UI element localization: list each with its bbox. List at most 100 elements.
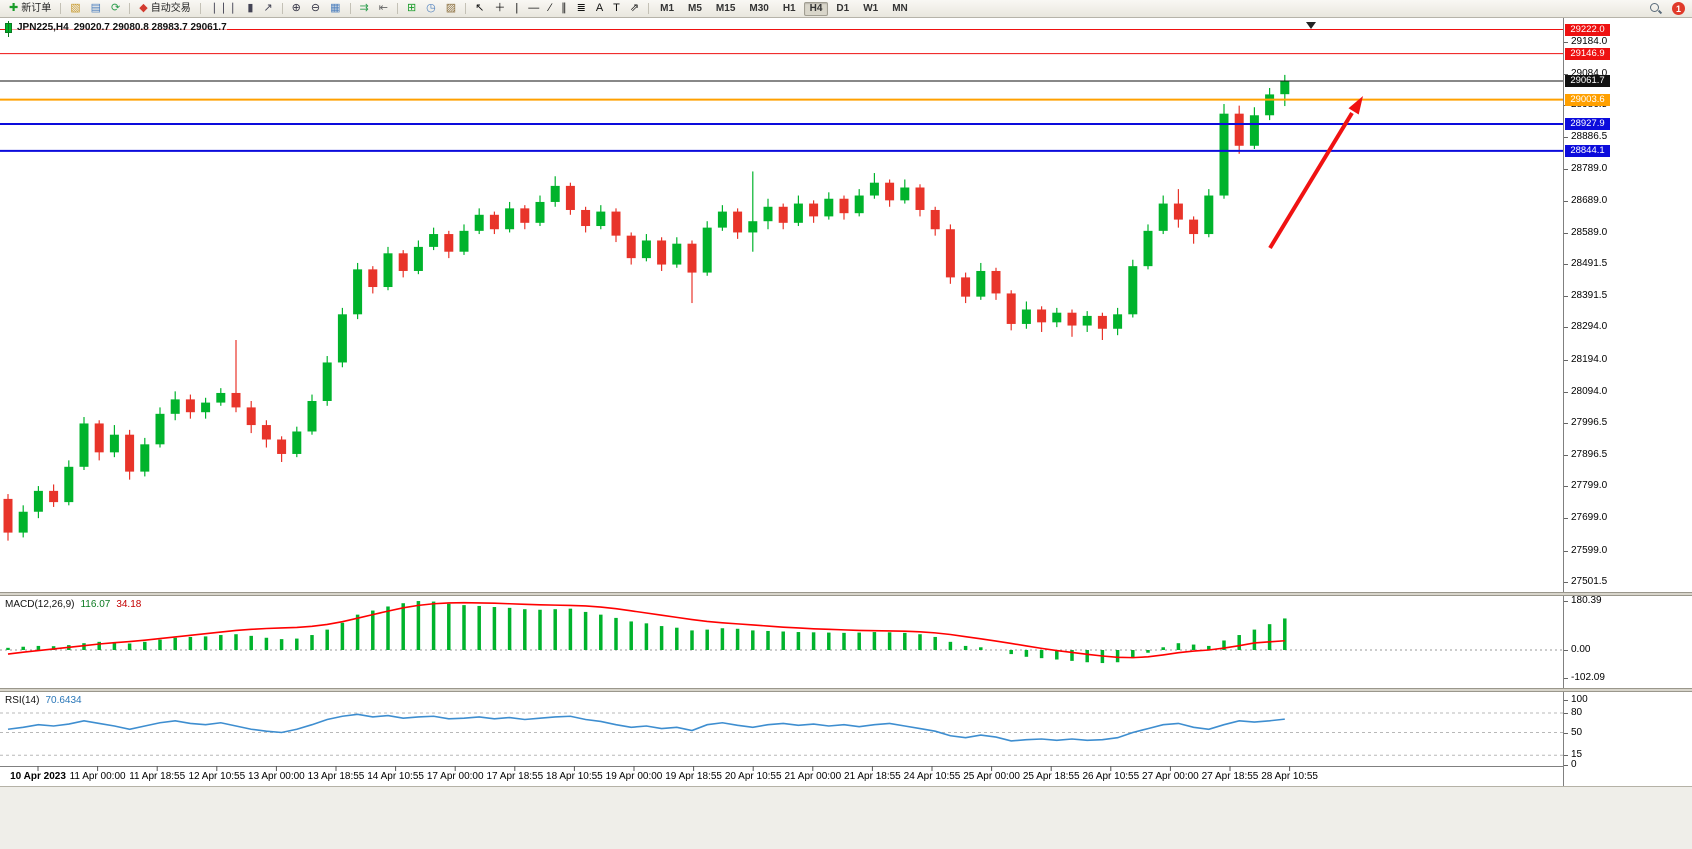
cursor-button[interactable]: ↖ xyxy=(470,1,489,16)
price-line-badge: 29003.6 xyxy=(1565,93,1610,106)
candle-body xyxy=(64,466,74,503)
text-label-button[interactable]: T xyxy=(608,1,625,16)
time-label: 12 Apr 10:55 xyxy=(188,771,246,782)
auto-scroll-icon: ⇉ xyxy=(359,2,369,14)
candle-body xyxy=(201,402,211,413)
auto-trading-button[interactable]: ◆ 自动交易 xyxy=(134,1,195,16)
channel-button[interactable]: ∥ xyxy=(556,1,572,16)
rsi-name: RSI(14) xyxy=(5,695,40,706)
periods-icon: ◷ xyxy=(426,2,436,14)
price-line-badge: 28844.1 xyxy=(1565,144,1610,157)
panel-splitter-rsi[interactable] xyxy=(0,688,1692,692)
horizontal-line-icon: — xyxy=(528,2,540,14)
price-tick: 27599.0 xyxy=(1571,544,1608,556)
arrows-button[interactable]: ⇗ xyxy=(625,1,644,16)
candle-body xyxy=(961,277,971,297)
time-label: 24 Apr 10:55 xyxy=(903,771,961,782)
price-tick: 27501.5 xyxy=(1571,575,1608,587)
rsi-label: RSI(14) 70.6434 xyxy=(5,695,82,706)
candle-body xyxy=(945,229,955,278)
candle-body xyxy=(322,362,332,401)
candle-body xyxy=(505,208,515,230)
profiles-button[interactable]: ▤ xyxy=(86,1,106,16)
macd-scale-tick-mark xyxy=(1564,600,1568,602)
chart-plot-area[interactable] xyxy=(0,18,1563,786)
panel-splitter-macd[interactable] xyxy=(0,592,1692,596)
new-order-button[interactable]: ✚ 新订单 xyxy=(4,1,56,16)
zoom-in-button[interactable]: ⊕ xyxy=(287,1,306,16)
toolbar-separator xyxy=(648,3,650,14)
price-tick-mark xyxy=(1564,264,1568,266)
candle-body xyxy=(489,214,499,230)
crosshair-button[interactable]: ＋ xyxy=(489,1,510,16)
chart-shift-button[interactable]: ⇤ xyxy=(374,1,393,16)
rsi-scale-tick: 15 xyxy=(1571,749,1583,761)
timeframe-m5[interactable]: M5 xyxy=(688,2,702,14)
time-label: 14 Apr 10:55 xyxy=(367,771,424,782)
candle-body xyxy=(869,182,879,196)
tile-windows-button[interactable]: ▦ xyxy=(325,1,345,16)
timeframe-d1[interactable]: D1 xyxy=(836,2,850,14)
refresh-button[interactable]: ⟳ xyxy=(106,1,125,16)
price-scale[interactable]: 29184.029084.028986.528886.528789.028689… xyxy=(1563,18,1692,786)
trendline-button[interactable]: ∕ xyxy=(544,1,556,16)
time-label: 17 Apr 18:55 xyxy=(486,771,544,782)
horizontal-line-button[interactable]: — xyxy=(523,1,544,16)
fibonacci-button[interactable]: ≣ xyxy=(572,1,591,16)
price-tick-mark xyxy=(1564,391,1568,393)
new-order-icon: ✚ xyxy=(9,2,19,14)
bar-chart-button[interactable]: ❘❘❘ xyxy=(205,1,243,16)
timeframe-m30[interactable]: M30 xyxy=(749,2,769,14)
candle-body xyxy=(748,221,758,233)
zoom-out-icon: ⊖ xyxy=(310,2,321,14)
timeframe-m1[interactable]: M1 xyxy=(660,2,675,14)
candle-body xyxy=(717,211,727,228)
price-tick-mark xyxy=(1564,581,1568,583)
rsi-scale-tick-mark xyxy=(1564,732,1568,734)
time-axis[interactable]: 10 Apr 2023 11 Apr 00:00 11 Apr 18:55 12 Ap… xyxy=(0,766,1563,786)
macd-main-value: 116.07 xyxy=(80,599,111,610)
scroll-end-marker[interactable] xyxy=(1306,22,1316,29)
price-tick-mark xyxy=(1564,296,1568,298)
price-tick-mark xyxy=(1564,327,1568,329)
macd-label: MACD(12,26,9) 116.07 34.18 xyxy=(5,599,142,610)
candle-body xyxy=(3,498,13,533)
candle-body xyxy=(1143,230,1153,267)
candle-body xyxy=(793,203,803,223)
periods-button[interactable]: ◷ xyxy=(421,1,441,16)
auto-trading-button-label: 自动交易 xyxy=(150,2,191,14)
toolbar-separator xyxy=(129,3,131,14)
candle-body xyxy=(94,423,104,453)
candle-body xyxy=(1067,312,1077,326)
search-button[interactable] xyxy=(1645,1,1666,16)
time-label: 21 Apr 18:55 xyxy=(844,771,901,782)
text-button[interactable]: A xyxy=(591,1,608,16)
timeframe-mn[interactable]: MN xyxy=(892,2,908,14)
line-chart-button[interactable]: ↗ xyxy=(258,1,277,16)
indicators-button[interactable]: ⊞ xyxy=(402,1,421,16)
candlestick-chart-button[interactable]: ▮ xyxy=(242,1,258,16)
price-tick: 28689.0 xyxy=(1571,194,1608,206)
timeframe-h4[interactable]: H4 xyxy=(803,1,829,16)
vertical-line-button[interactable]: | xyxy=(510,1,523,16)
candle-body xyxy=(125,434,135,472)
timeframe-w1[interactable]: W1 xyxy=(863,2,879,14)
candle-body xyxy=(1052,312,1062,323)
zoom-out-button[interactable]: ⊖ xyxy=(306,1,325,16)
timeframe-m15[interactable]: M15 xyxy=(715,2,736,14)
templates-button[interactable]: ▨ xyxy=(441,1,461,16)
candlestick-chart-icon: ▮ xyxy=(247,2,254,14)
time-label: 13 Apr 18:55 xyxy=(307,771,365,782)
notification-badge[interactable]: 1 xyxy=(1672,2,1685,15)
candle-body xyxy=(930,209,940,230)
chart-window[interactable]: JPN225,H4 29020.7 29080.8 28983.7 29061.… xyxy=(0,18,1692,849)
timeframe-h1[interactable]: H1 xyxy=(782,2,796,14)
new-chart-button[interactable]: ▧ xyxy=(65,1,85,16)
candle-body xyxy=(49,490,59,503)
price-tick-mark xyxy=(1564,359,1568,361)
auto-scroll-button[interactable]: ⇉ xyxy=(355,1,374,16)
time-label: 18 Apr 10:55 xyxy=(546,771,603,782)
candle-body xyxy=(231,392,241,408)
auto-trading-icon: ◆ xyxy=(139,2,148,14)
trend-arrow[interactable] xyxy=(1268,96,1363,250)
